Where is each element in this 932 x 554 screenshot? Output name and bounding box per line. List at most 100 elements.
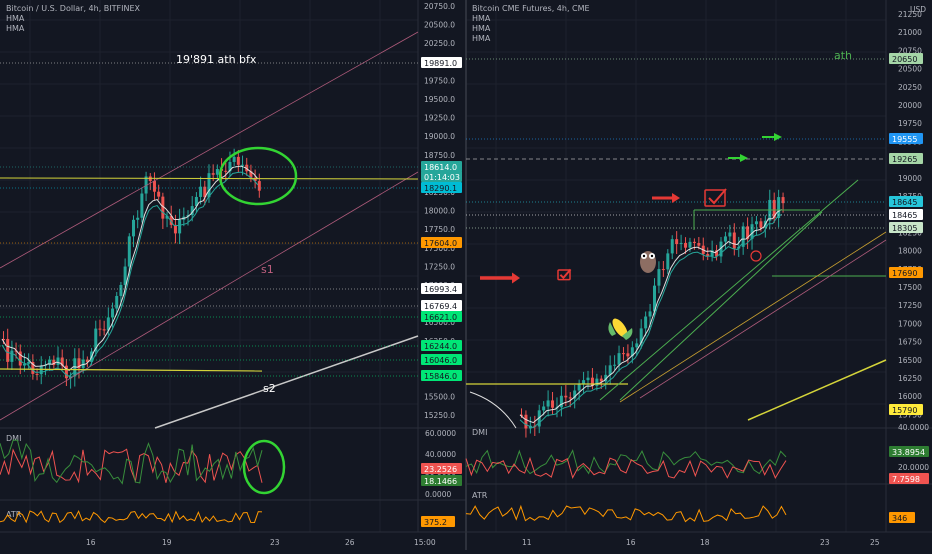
left-price-tag[interactable]: 18614.0 <box>421 161 462 172</box>
left-dmi-tag[interactable]: 23.2526 <box>421 463 462 474</box>
s1-label[interactable]: s1 <box>261 263 274 276</box>
left-time-scale[interactable]: 16 19 23 26 15:00 <box>86 538 436 547</box>
right-price-tag-text: 17690 <box>892 269 917 278</box>
candle-body <box>199 186 203 197</box>
left-time-tick: 19 <box>162 538 172 547</box>
candle-body <box>661 269 665 271</box>
right-dmi-label[interactable]: DMI <box>472 428 487 437</box>
right-trend-line-yellow[interactable] <box>619 231 887 403</box>
trend-line-s2[interactable] <box>154 335 419 429</box>
left-price-tag[interactable]: 16769.4 <box>421 300 462 311</box>
small-circle-marker[interactable] <box>750 250 762 262</box>
right-yellow-diagonal[interactable] <box>747 359 887 421</box>
left-price-tag-bg <box>421 171 462 182</box>
left-price-tag[interactable]: 18290.1 <box>421 182 462 193</box>
candle-body <box>715 250 719 257</box>
right-price-tag[interactable]: 18465 <box>889 209 923 220</box>
right-trend-line[interactable] <box>599 179 859 401</box>
candle-body <box>31 361 35 374</box>
right-price-tick: 19000 <box>898 174 922 183</box>
right-price-tick: 20500 <box>898 65 922 74</box>
s2-label[interactable]: s2 <box>263 382 276 395</box>
candle-body <box>675 239 679 245</box>
right-atr-tag-text: 346 <box>892 514 907 523</box>
right-dmi-scale[interactable]: 40.0000 20.0000 <box>898 423 929 472</box>
right-chart-title[interactable]: Bitcoin CME Futures, 4h, CME <box>472 4 590 13</box>
right-time-tick: 18 <box>700 538 710 547</box>
right-price-tag-bg <box>889 196 923 207</box>
right-price-tick: 17000 <box>898 319 922 328</box>
right-trend-line[interactable] <box>619 211 823 401</box>
right-price-tag-text: 18645 <box>892 198 917 207</box>
right-price-tag[interactable]: 17690 <box>889 267 923 278</box>
ath-annotation[interactable]: 19'891 ath bfx <box>176 53 257 66</box>
right-price-tag-text: 18305 <box>892 224 917 233</box>
right-dmi-tag[interactable]: 7.7598 <box>889 473 929 484</box>
channel-lower-line[interactable] <box>0 171 419 421</box>
right-atr-label[interactable]: ATR <box>472 491 488 500</box>
corn-icon[interactable] <box>608 316 633 340</box>
check-icon[interactable] <box>557 268 572 281</box>
owl-icon[interactable] <box>640 251 656 273</box>
left-dmi-tick: 0.0000 <box>425 490 451 499</box>
dmi-highlight-circle[interactable] <box>242 439 286 495</box>
green-arrow[interactable] <box>762 133 782 141</box>
left-price-tag[interactable]: 01:14:03 <box>421 171 462 182</box>
candle-body <box>119 284 123 296</box>
left-price-tag[interactable]: 16621.0 <box>421 311 462 322</box>
right-time-tick: 25 <box>870 538 880 547</box>
check-icon[interactable] <box>704 188 727 207</box>
candle-body <box>586 377 590 381</box>
support-line[interactable] <box>0 368 263 372</box>
right-price-tag[interactable]: 18645 <box>889 196 923 207</box>
left-price-tag[interactable]: 15846.0 <box>421 370 462 381</box>
right-hma-line <box>519 209 782 424</box>
right-ath-annotation[interactable]: ath <box>834 49 852 62</box>
right-time-scale[interactable]: 11 16 18 23 25 <box>522 538 880 547</box>
right-indicator-hma-3[interactable]: HMA <box>472 34 491 43</box>
right-price-tag[interactable]: 19265 <box>889 153 923 164</box>
right-price-tag[interactable]: 20650 <box>889 53 923 64</box>
left-dmi-label[interactable]: DMI <box>6 434 21 443</box>
left-price-tick: 18000.0 <box>424 207 455 216</box>
right-price-tag-bg <box>889 222 923 233</box>
candle-body <box>85 359 89 362</box>
left-price-tag[interactable]: 19891.0 <box>421 57 462 68</box>
left-price-tag-text: 18614.0 <box>424 163 457 172</box>
left-atr-label[interactable]: ATR <box>6 510 22 519</box>
red-arrow-top[interactable] <box>652 193 680 203</box>
right-channel-line[interactable] <box>639 239 887 399</box>
left-dmi-tag-text: 18.1466 <box>424 477 457 486</box>
resistance-line[interactable] <box>0 177 419 180</box>
right-dmi-tag[interactable]: 33.8954 <box>889 446 929 457</box>
green-arrow[interactable] <box>728 154 748 162</box>
right-indicator-hma-2[interactable]: HMA <box>472 24 491 33</box>
right-indicator-hma-1[interactable]: HMA <box>472 14 491 23</box>
left-atr-tag[interactable]: 375.2 <box>421 516 455 527</box>
highlight-circle[interactable] <box>218 146 298 206</box>
candle-body <box>98 328 102 330</box>
channel-upper-line[interactable] <box>0 31 419 269</box>
candle-body <box>224 170 228 172</box>
left-indicator-hma-1[interactable]: HMA <box>6 14 25 23</box>
right-price-tag[interactable]: 19555 <box>889 133 923 144</box>
candle-body <box>194 196 198 207</box>
candle-body <box>732 232 736 249</box>
left-price-tag[interactable]: 16993.4 <box>421 283 462 294</box>
right-price-tag[interactable]: 15790 <box>889 404 923 415</box>
candle-body <box>140 193 144 218</box>
candle-body <box>111 308 115 318</box>
left-price-tag[interactable]: 16046.0 <box>421 354 462 365</box>
left-dmi-tag[interactable]: 18.1466 <box>421 475 462 486</box>
candle-body <box>644 316 648 329</box>
left-indicator-hma-2[interactable]: HMA <box>6 24 25 33</box>
left-chart-title[interactable]: Bitcoin / U.S. Dollar, 4h, BITFINEX <box>6 4 141 13</box>
right-price-tag[interactable]: 18305 <box>889 222 923 233</box>
red-arrow-left[interactable] <box>480 272 520 284</box>
right-atr-tag[interactable]: 346 <box>889 512 915 523</box>
left-price-tag[interactable]: 17604.0 <box>421 237 462 248</box>
right-price-tag-text: 15790 <box>892 406 917 415</box>
left-price-tag[interactable]: 16244.0 <box>421 340 462 351</box>
